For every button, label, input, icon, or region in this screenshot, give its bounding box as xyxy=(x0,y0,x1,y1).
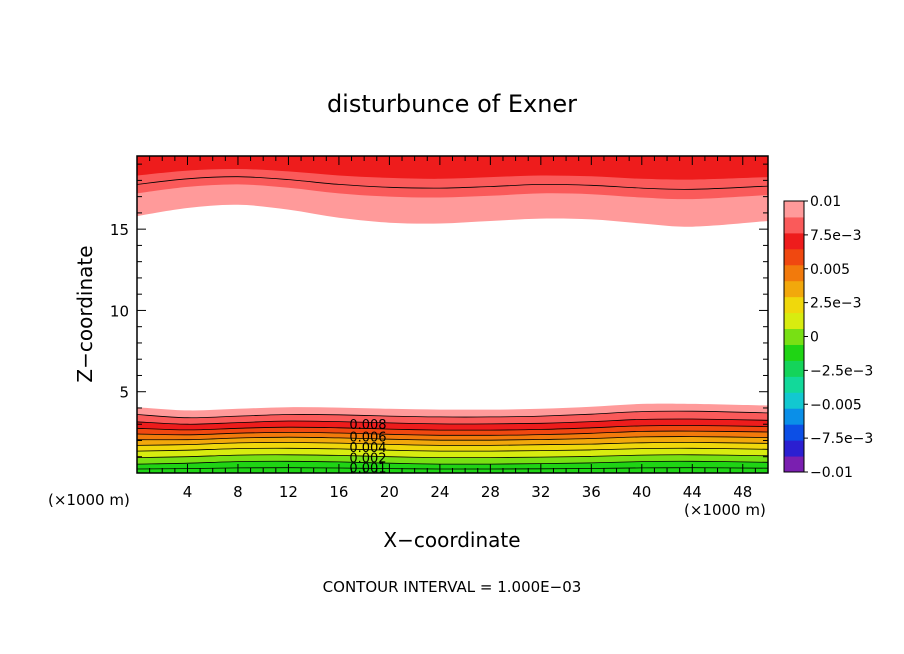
contour-label: 0.002 xyxy=(349,452,386,467)
colorbar-swatch xyxy=(784,201,804,218)
colorbar-swatch xyxy=(784,264,804,282)
colorbar-swatch xyxy=(784,440,804,457)
colorbar-swatch xyxy=(784,408,804,425)
contour-line-lower-4 xyxy=(136,441,769,446)
colorbar-swatch xyxy=(784,248,804,266)
colorbar-swatch xyxy=(784,344,804,361)
x-unit-right: (×1000 m) xyxy=(684,501,766,519)
colorbar-swatch xyxy=(784,456,804,473)
contour-label: 0.008 xyxy=(349,418,386,433)
x-unit-left: (×1000 m) xyxy=(48,491,130,509)
colorbar-swatch xyxy=(784,232,804,250)
colorbar-tick-label: −0.005 xyxy=(810,397,862,413)
contour-line-lower-6 xyxy=(136,430,769,436)
contour-line-lower-5 xyxy=(136,436,769,441)
colorbar-swatch xyxy=(784,216,804,234)
x-tick-label: 28 xyxy=(481,483,500,501)
colorbar: 0.01 7.5e−3 0.005 2.5e−3 0 −2.5e−3 −0.005 −7.5e… xyxy=(783,194,873,481)
colorbar-tick-label: 0.005 xyxy=(810,262,850,278)
x-tick-label: 16 xyxy=(329,483,348,501)
colorbar-tick-label: 7.5e−3 xyxy=(810,228,862,244)
x-axis-label: X−coordinate xyxy=(383,528,520,552)
x-tick-label: 40 xyxy=(632,483,651,501)
y-tick-label: 5 xyxy=(119,384,129,402)
x-tick-label: 8 xyxy=(233,483,243,501)
colorbar-swatch xyxy=(784,360,804,377)
x-tick-label: 36 xyxy=(582,483,601,501)
contour-line-upper xyxy=(136,176,769,190)
x-tick-label: 12 xyxy=(279,483,298,501)
contour-label: 0.006 xyxy=(349,430,386,445)
colorbar-swatch xyxy=(784,376,804,393)
x-tick-label: 48 xyxy=(733,483,752,501)
colorbar-swatch xyxy=(784,392,804,409)
contour-band-upper-3 xyxy=(137,156,768,180)
colorbar-tick-label: 0.01 xyxy=(810,194,841,210)
x-tick-label: 24 xyxy=(430,483,449,501)
contour-line-lower-8 xyxy=(136,418,769,425)
colorbar-tick-label: 2.5e−3 xyxy=(810,296,862,312)
colorbar-swatch xyxy=(784,280,804,298)
colorbar-swatch xyxy=(784,328,804,345)
y-axis-ticks: 5 10 15 xyxy=(110,163,768,458)
contour-interval-note: CONTOUR INTERVAL = 1.000E−03 xyxy=(323,578,582,596)
colorbar-swatch xyxy=(784,424,804,441)
colorbar-tick-label: −7.5e−3 xyxy=(810,431,873,447)
contour-label: 0.004 xyxy=(349,441,386,456)
contour-label: 0.001 xyxy=(349,461,386,476)
contour-line-lower-3 xyxy=(136,447,769,452)
colorbar-tick-label: 0 xyxy=(810,330,819,346)
x-tick-label: 44 xyxy=(683,483,702,501)
contour-line-lower-7 xyxy=(136,425,769,431)
x-axis-ticks: 4 8 12 16 20 24 28 32 36 40 44 48 xyxy=(149,156,756,501)
y-tick-label: 10 xyxy=(110,302,129,320)
y-axis-label: Z−coordinate xyxy=(73,245,97,382)
contour-band-lower-1 xyxy=(137,461,768,473)
x-tick-label: 32 xyxy=(531,483,550,501)
colorbar-swatch xyxy=(784,296,804,314)
x-tick-label: 20 xyxy=(380,483,399,501)
contour-line-lower-9 xyxy=(136,410,769,419)
chart-title: disturbunce of Exner xyxy=(327,90,577,118)
contour-line-lower-2 xyxy=(136,454,769,459)
y-tick-label: 15 xyxy=(110,221,129,239)
x-tick-label: 4 xyxy=(183,483,193,501)
colorbar-swatch xyxy=(784,312,804,330)
colorbar-tick-label: −0.01 xyxy=(810,465,853,481)
colorbar-tick-label: −2.5e−3 xyxy=(810,363,873,379)
